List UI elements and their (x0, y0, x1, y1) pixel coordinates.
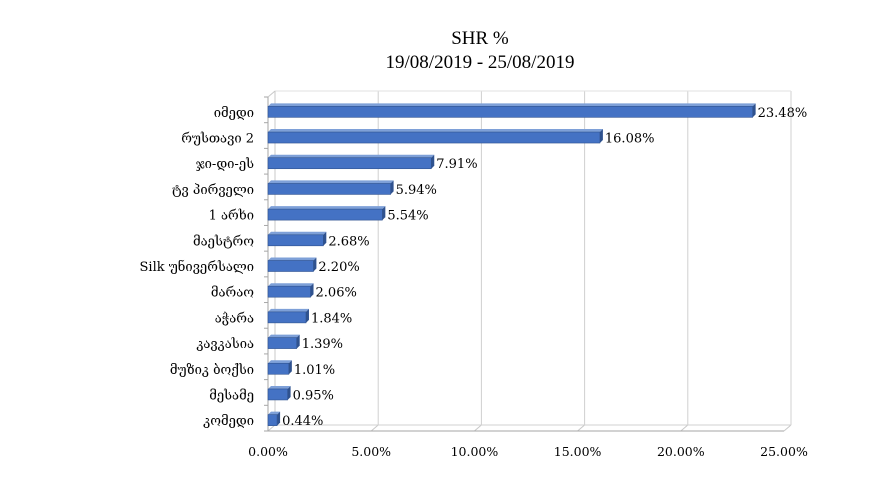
floor-line-2 (474, 424, 482, 432)
x-tick-label-1: 5.00% (351, 444, 391, 459)
value-label-5: 2.68% (328, 234, 369, 249)
bar-side-face-11 (287, 385, 291, 400)
bar-front-face-12 (267, 414, 278, 426)
bar-top-face-2 (268, 154, 435, 158)
bar-10 (267, 360, 292, 375)
x-tick-label-5: 25.00% (760, 444, 808, 459)
floor-line-4 (680, 424, 689, 432)
floor-line-1 (370, 424, 379, 432)
category-label-7: მარაო (211, 286, 254, 301)
category-label-11: მესამე (209, 388, 254, 403)
value-label-3: 5.94% (396, 183, 437, 198)
value-label-2: 7.91% (436, 157, 477, 172)
bar-5 (267, 231, 327, 247)
bar-top-face-3 (268, 180, 394, 184)
x-tick-label-2: 10.00% (451, 444, 499, 459)
bar-11 (267, 385, 291, 401)
x-tick-labels: 0.00% 5.00% 10.00% 15.00% 20.00% 25.00% (248, 444, 808, 459)
value-label-4: 5.54% (387, 209, 428, 224)
bar-9 (267, 334, 300, 349)
bar-8 (267, 308, 309, 324)
bar-front-face-4 (267, 208, 383, 221)
bar-side-face-2 (431, 154, 435, 169)
bars (267, 103, 756, 426)
bar-side-face-7 (310, 283, 314, 298)
gridlines (267, 90, 792, 432)
category-label-8: აჭარა (215, 311, 254, 326)
bar-front-face-2 (267, 157, 432, 170)
bar-top-face-5 (268, 231, 327, 235)
category-label-3: ტვ პირველი (172, 183, 254, 198)
category-label-4: 1 არხი (209, 209, 254, 224)
bar-top-face-7 (268, 283, 314, 287)
value-label-8: 1.84% (311, 311, 352, 326)
bar-front-face-3 (267, 183, 391, 195)
value-label-10: 1.01% (294, 363, 335, 378)
left-wall-top (267, 90, 276, 98)
category-label-9: კავკასია (196, 337, 254, 352)
value-label-1: 16.08% (605, 132, 655, 147)
bar-2 (267, 154, 435, 170)
bar-1 (267, 129, 603, 144)
category-label-5: მაესტრო (193, 234, 254, 249)
bar-side-face-0 (752, 103, 756, 118)
bar-3 (267, 180, 394, 195)
category-label-12: კომედი (203, 414, 254, 429)
bar-front-face-10 (267, 362, 290, 375)
value-label-11: 0.95% (293, 388, 334, 403)
bar-side-face-6 (313, 257, 317, 272)
bar-side-face-5 (323, 231, 327, 246)
bar-4 (267, 206, 386, 221)
value-label-7: 2.06% (316, 286, 357, 301)
x-tick-label-4: 20.00% (657, 444, 705, 459)
bar-6 (267, 257, 317, 272)
bar-front-face-6 (267, 260, 314, 272)
category-label-0: იმედი (214, 106, 254, 121)
bar-front-face-5 (267, 234, 324, 247)
bar-top-face-12 (268, 411, 281, 415)
bar-side-face-3 (390, 180, 394, 195)
category-labels: იმედი რუსთავი 2 ჯი-დი-ეს ტვ პირველი 1 არხი მა… (140, 106, 255, 429)
bar-top-face-1 (268, 129, 603, 133)
value-label-0: 23.48% (758, 106, 808, 121)
bar-top-face-0 (268, 103, 756, 107)
x-tick-label-0: 0.00% (248, 444, 288, 459)
bar-0 (267, 103, 756, 118)
category-label-6: Silk უნივერსალი (140, 259, 255, 275)
floor-line-3 (577, 424, 585, 432)
bar-side-face-8 (305, 308, 309, 323)
bar-side-face-12 (277, 411, 281, 426)
bar-top-face-4 (268, 206, 386, 210)
bar-front-face-8 (267, 311, 307, 324)
category-label-2: ჯი-დი-ეს (196, 157, 254, 172)
bar-front-face-7 (267, 285, 311, 298)
bar-front-face-1 (267, 131, 601, 144)
floor-line-0 (267, 424, 276, 432)
bar-top-face-11 (268, 385, 291, 389)
value-labels: 23.48% 16.08% 7.91% 5.94% 5.54% 2.68% 2.20% 2.0… (282, 106, 807, 429)
value-label-12: 0.44% (282, 414, 323, 429)
bar-side-face-10 (288, 360, 292, 375)
bar-side-face-1 (599, 129, 603, 144)
bar-side-face-4 (382, 206, 386, 221)
chart-subtitle: 19/08/2019 - 25/08/2019 (386, 52, 575, 73)
bar-top-face-9 (268, 334, 300, 338)
category-label-1: რუსთავი 2 (181, 132, 254, 147)
bar-12 (267, 411, 281, 426)
value-label-9: 1.39% (302, 337, 343, 352)
floor-line-5 (783, 424, 792, 432)
value-label-6: 2.20% (318, 260, 359, 275)
bar-front-face-11 (267, 388, 288, 401)
bar-7 (267, 283, 314, 298)
x-tick-label-3: 15.00% (554, 444, 602, 459)
bar-front-face-9 (267, 337, 297, 349)
bar-front-face-0 (267, 106, 753, 118)
bar-top-face-10 (268, 360, 292, 364)
bar-top-face-6 (268, 257, 317, 261)
bar-top-face-8 (268, 308, 309, 312)
chart-title: SHR % (451, 28, 509, 49)
bar-side-face-9 (296, 334, 300, 349)
category-label-10: მუზიკ ბოქსი (170, 363, 254, 378)
